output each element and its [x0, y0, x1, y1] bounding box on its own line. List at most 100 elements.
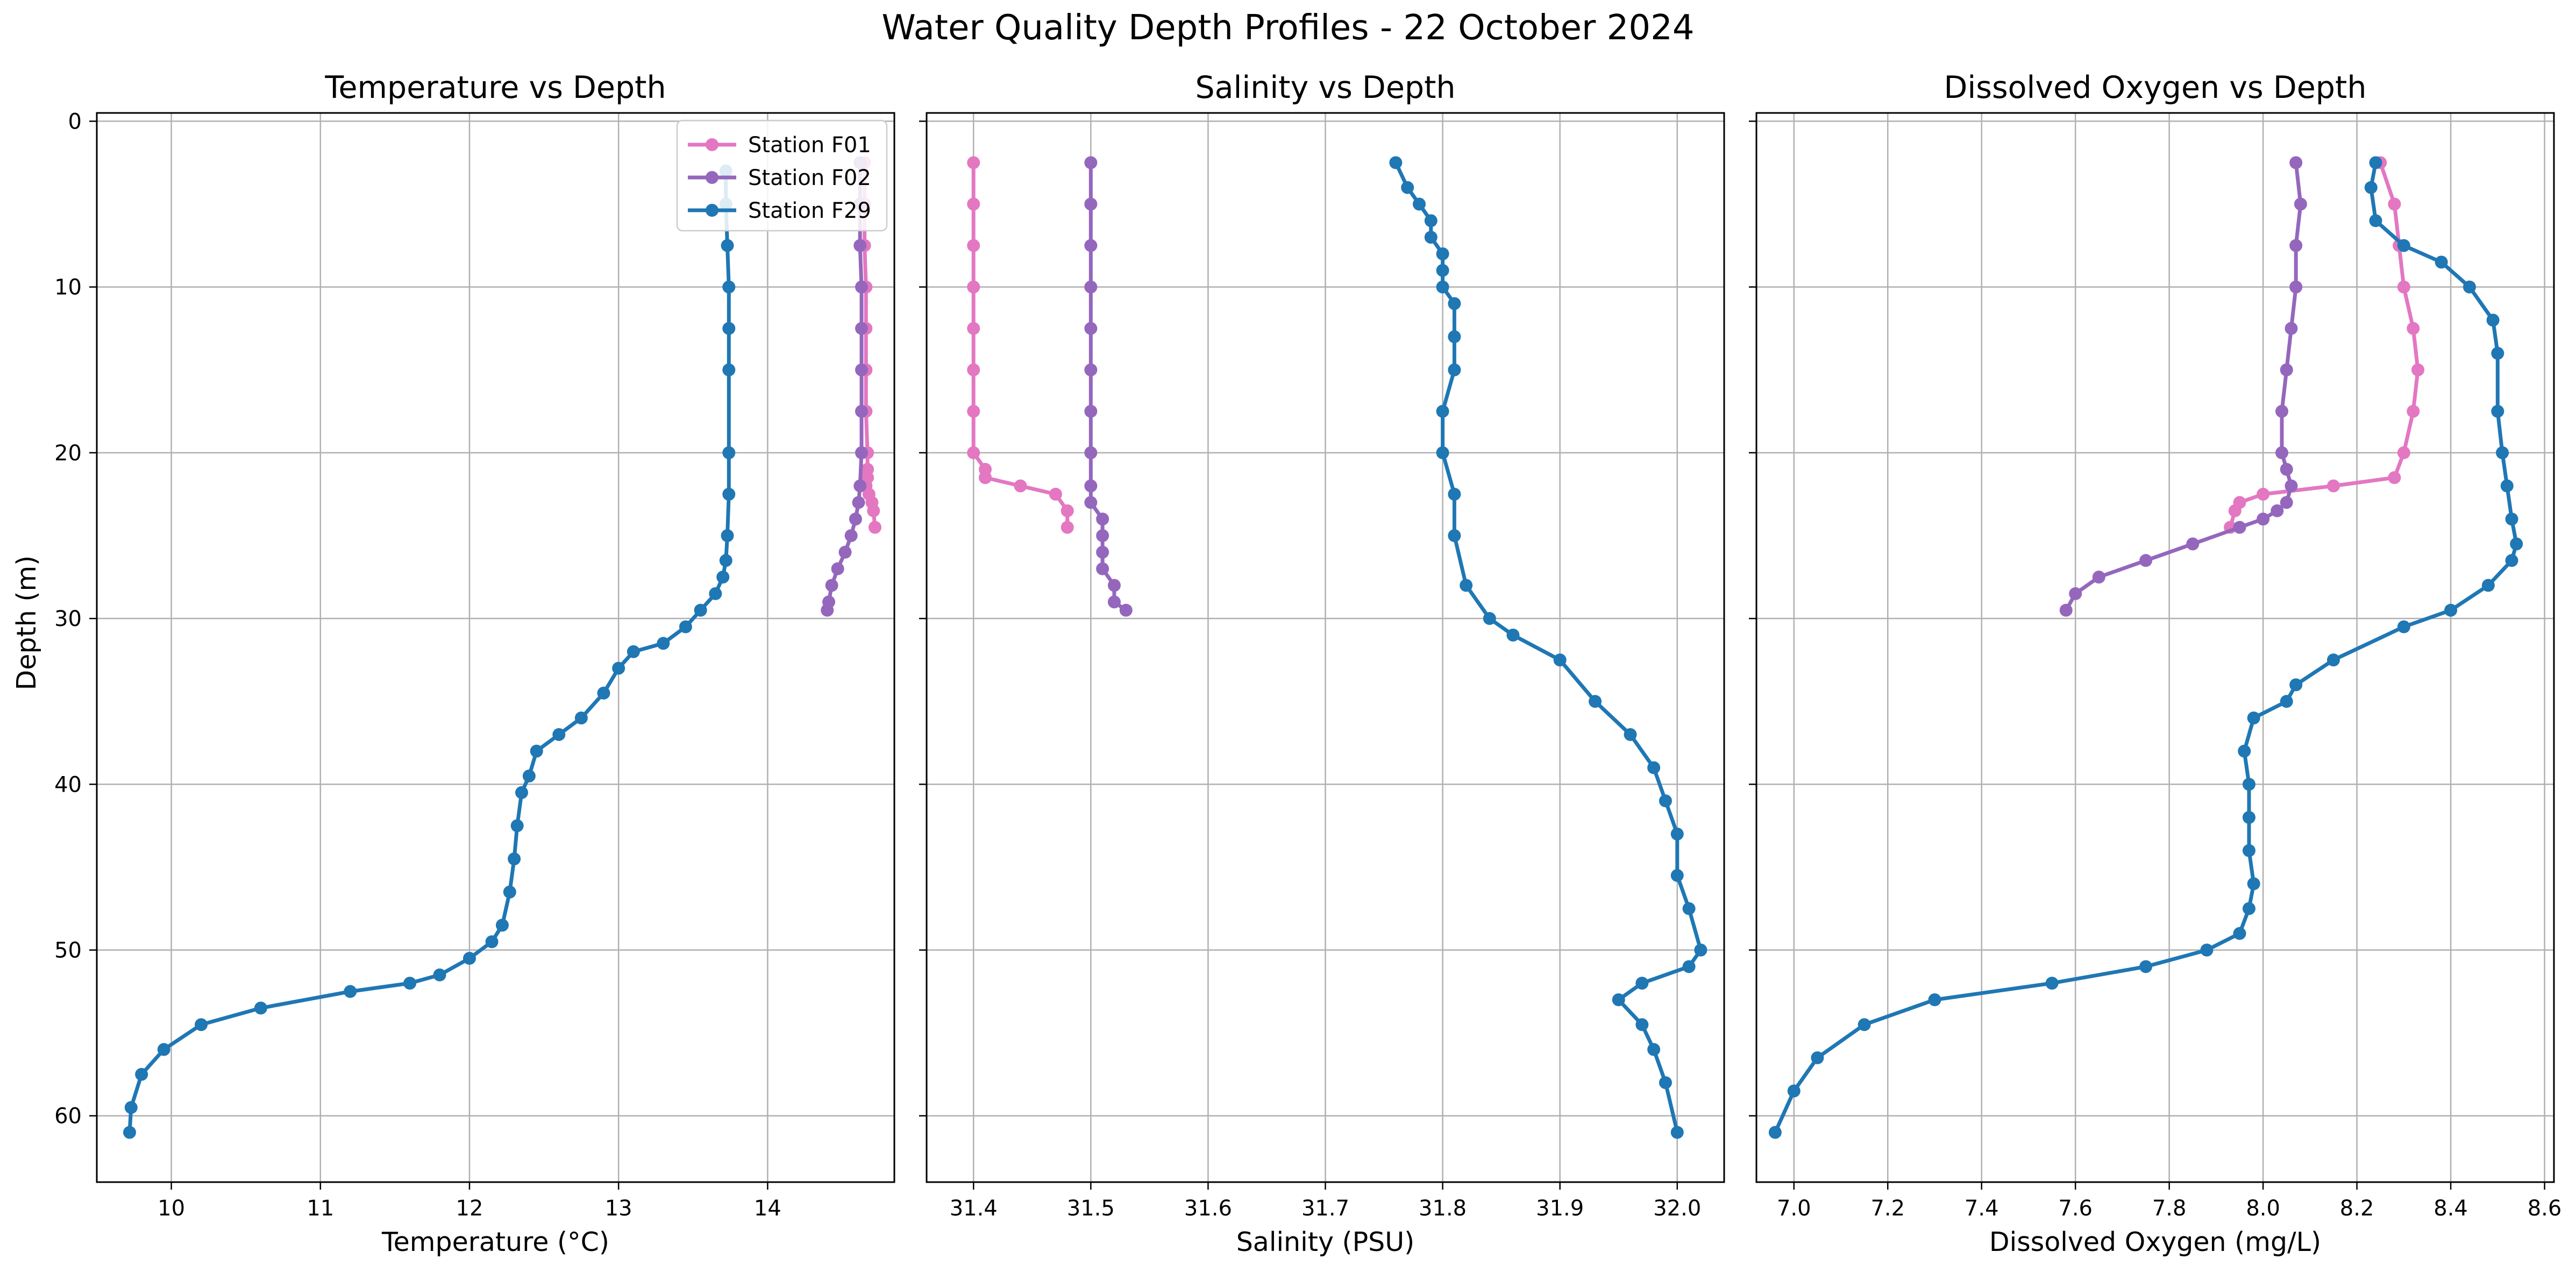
data-point	[2257, 513, 2270, 526]
data-point	[1412, 197, 1426, 211]
data-point	[855, 280, 869, 294]
data-point	[1506, 628, 1520, 642]
data-point	[1084, 197, 1098, 211]
data-point	[967, 446, 980, 459]
data-point	[2257, 487, 2270, 501]
x-tick-label: 10	[158, 1196, 185, 1221]
data-point	[522, 769, 536, 783]
data-point	[2247, 711, 2260, 724]
data-point	[2397, 239, 2410, 252]
panel-1: 10 11 12 13 14 0 10 20 30 40 50 60 Temperature vs De…	[54, 70, 895, 1257]
data-point	[721, 529, 734, 542]
series-station-f29	[123, 164, 736, 1139]
data-point	[1448, 330, 1461, 344]
data-point	[574, 711, 588, 724]
data-point	[852, 496, 865, 509]
data-point	[1448, 363, 1461, 376]
data-point	[515, 786, 529, 799]
data-point	[124, 1101, 138, 1114]
x-tick-label: 8.4	[2433, 1196, 2468, 1221]
x-tick-label: 32.0	[1653, 1196, 1701, 1221]
y-tick-label: 50	[54, 938, 82, 963]
data-point	[485, 935, 499, 949]
data-point	[716, 571, 730, 584]
data-point	[2510, 537, 2523, 551]
data-point	[967, 239, 980, 252]
data-point	[510, 819, 524, 833]
panel-3: 7.0 7.2 7.4 7.6 7.8 8.0 8.2 8.4 8.6 Dissolved Oxy…	[1749, 70, 2561, 1257]
data-point	[2045, 977, 2059, 990]
data-point	[2280, 496, 2293, 509]
data-point	[2397, 620, 2410, 634]
panel-title: Salinity vs Depth	[1195, 70, 1455, 105]
data-point	[1096, 545, 1109, 559]
data-point	[2242, 844, 2255, 857]
data-point	[2289, 239, 2303, 252]
data-point	[2242, 902, 2255, 915]
data-point	[722, 280, 736, 294]
data-point	[123, 1126, 136, 1139]
data-point	[2247, 877, 2260, 891]
data-point	[1084, 363, 1098, 376]
data-point	[2069, 587, 2082, 600]
data-point	[2238, 744, 2251, 758]
grid	[97, 113, 894, 1182]
y-tick-label: 30	[54, 607, 82, 631]
legend-label: Station F02	[748, 166, 871, 190]
axes-frame	[96, 112, 895, 1183]
data-point	[849, 513, 862, 526]
data-point	[844, 529, 858, 542]
data-point	[403, 977, 417, 990]
data-point	[627, 645, 640, 658]
data-point	[2233, 521, 2246, 534]
series-line	[2228, 161, 2420, 529]
series-line	[1773, 161, 2518, 1134]
data-point	[503, 885, 516, 899]
data-point	[2500, 479, 2514, 493]
data-point	[1670, 1126, 1684, 1139]
data-point	[967, 280, 980, 294]
series-station-f02	[1084, 156, 1133, 617]
data-point	[2486, 314, 2500, 327]
data-point	[1049, 487, 1062, 501]
figure-title: Water Quality Depth Profiles - 22 Octobe…	[881, 8, 1694, 48]
data-point	[1612, 993, 1625, 1006]
x-tick-label: 8.6	[2528, 1196, 2562, 1221]
data-point	[1694, 943, 1707, 957]
legend-label: Station F29	[748, 198, 871, 223]
series-line	[127, 169, 731, 1134]
y-tick-label: 40	[54, 772, 82, 797]
data-point	[1624, 728, 1637, 741]
data-point	[2326, 479, 2340, 493]
data-point	[2139, 960, 2153, 973]
x-tick-label: 31.7	[1301, 1196, 1349, 1221]
data-point	[855, 446, 869, 459]
data-point	[2280, 463, 2293, 476]
data-point	[2397, 446, 2410, 459]
data-point	[2496, 446, 2509, 459]
data-point	[1119, 603, 1133, 617]
data-point	[855, 322, 869, 335]
data-point	[1460, 579, 1473, 592]
data-point	[2491, 404, 2504, 418]
data-point	[1401, 181, 1414, 194]
data-point	[2397, 280, 2410, 294]
data-point	[2275, 404, 2289, 418]
series-line	[2064, 161, 2303, 613]
data-point	[1448, 297, 1461, 310]
data-point	[495, 919, 509, 932]
data-point	[2228, 504, 2241, 517]
data-point	[1589, 695, 1602, 708]
data-point	[838, 545, 852, 559]
data-point	[1858, 1018, 1871, 1032]
data-point	[855, 363, 869, 376]
data-point	[2289, 678, 2303, 692]
x-tick-label: 7.0	[1777, 1196, 1811, 1221]
data-point	[1014, 479, 1027, 493]
data-point	[2285, 322, 2298, 335]
data-point	[1635, 977, 1649, 990]
x-tick-label: 13	[605, 1196, 632, 1221]
data-point	[2435, 255, 2448, 269]
data-point	[979, 471, 992, 485]
data-point	[2139, 554, 2153, 567]
